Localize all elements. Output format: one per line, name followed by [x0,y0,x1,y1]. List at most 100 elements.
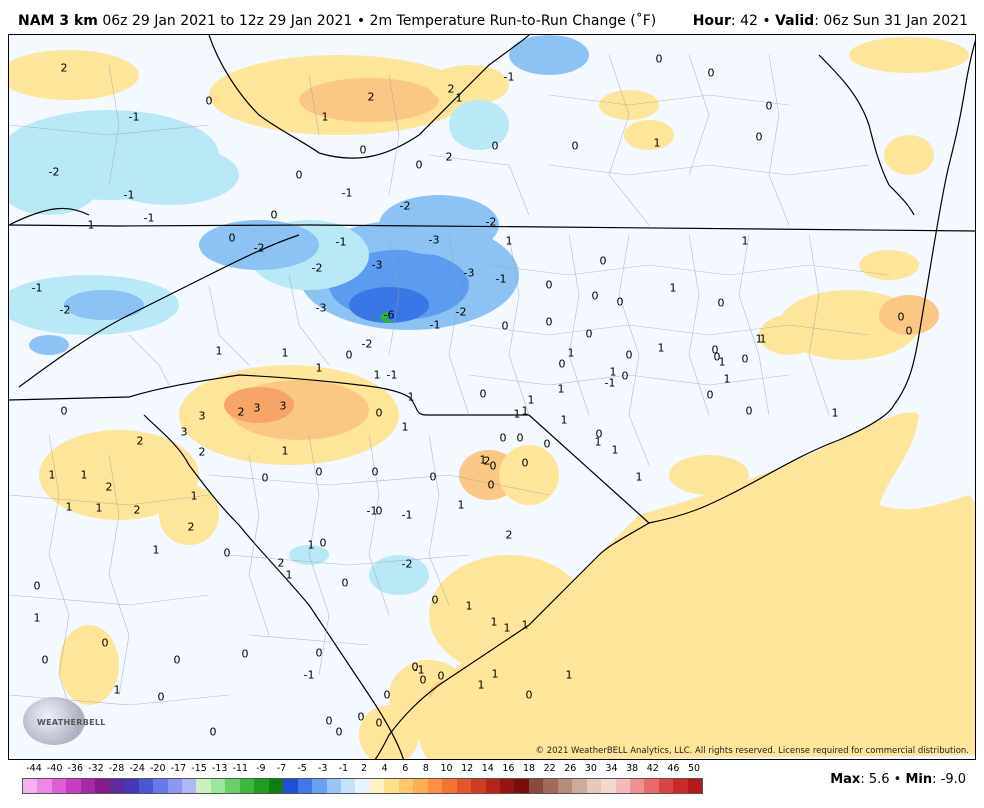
temperature-change-label: 3 [253,401,261,415]
temperature-change-label: 1 [477,678,485,692]
temperature-change-label: 2 [277,556,285,570]
temperature-change-label: 2 [505,528,513,542]
colorbar-tick-label: -9 [256,763,266,774]
temperature-change-label: 1 [503,621,511,635]
colorbar-swatch [210,779,226,793]
temperature-change-label: -3 [315,301,327,315]
colorbar-swatch [124,779,139,793]
temperature-change-label: 0 [437,669,445,683]
temperature-change-label: 0 [621,369,629,383]
colorbar-swatch [196,779,211,793]
temperature-change-label: 0 [228,231,236,245]
temperature-change-label: 1 [190,489,198,503]
temperature-change-label: -1 [429,318,441,332]
temperature-change-label: 1 [373,368,381,382]
weatherbell-logo [23,697,85,745]
temperature-change-label: -6 [383,308,395,322]
shading-region [39,430,199,520]
temperature-change-label: 1 [635,470,643,484]
shading-region [849,37,969,73]
temperature-change-label: -2 [48,165,60,179]
field-name: 2m Temperature Run-to-Run Change (˚F) [369,13,657,29]
temperature-change-label: 0 [595,427,603,441]
temperature-change-label: 2 [60,61,68,75]
shading-region [9,155,99,215]
colorbar-swatch [95,779,110,793]
temperature-change-label: 2 [237,405,245,419]
temperature-change-label: -2 [59,303,71,317]
temperature-change-label: 1 [513,407,521,421]
colorbar-swatch [485,779,500,793]
colorbar-swatch [23,779,38,793]
colorbar-swatch [254,779,269,793]
temperature-change-label: 2 [447,82,455,96]
run-info: 06z 29 Jan 2021 to 12z 29 Jan 2021 [102,13,353,29]
temperature-change-label: 0 [897,310,905,324]
temperature-change-label: 1 [755,332,763,346]
temperature-change-label: 1 [152,543,160,557]
temperature-change-label: -2 [311,261,323,275]
temperature-change-label: -1 [123,188,135,202]
ga-sc-border [143,414,404,759]
temperature-change-label: -2 [361,337,373,351]
temperature-change-label: 0 [431,593,439,607]
temperature-change-label: 1 [407,390,415,404]
colorbar-tick-label: -3 [318,763,328,774]
colorbar-swatch [427,779,443,793]
temperature-change-label: 0 [341,576,349,590]
temperature-change-label: 0 [33,579,41,593]
temperature-change-label: 0 [711,343,719,357]
temperature-change-map[interactable]: 2 0 2 1 2 1 -1 0 0 -1 -2 -1 0 2 0 -1 0 0 1 0 0 0 -1 -1 0 -2 -2 -1 -3… [8,34,976,760]
shading-region [64,290,144,320]
colorbar-swatch [543,779,558,793]
colorbar-tick-label: 12 [461,763,474,774]
temperature-change-label: 1 [80,468,88,482]
temperature-change-label: 1 [307,538,315,552]
temperature-change-label: -2 [401,557,413,571]
temperature-change-label: 1 [527,393,535,407]
temperature-change-label: 0 [383,688,391,702]
temperature-change-label: 1 [48,468,56,482]
temperature-change-label: 1 [113,683,121,697]
shading-region [499,445,559,505]
colorbar-tick-label: -28 [108,763,125,774]
max-min-readout: Max: 5.6 • Min: -9.0 [830,772,966,787]
temperature-change-label: 0 [375,406,383,420]
temperature-change-label: -1 [386,368,398,382]
shading-region [199,220,319,270]
colorbar-tick-label: 26 [564,763,577,774]
temperature-change-label: 1 [281,346,289,360]
temperature-change-label: 0 [101,636,109,650]
colorbar-tick-label: -44 [26,763,42,774]
temperature-change-label: 1 [521,618,529,632]
temperature-change-label: 0 [359,143,367,157]
temperature-change-label: 2 [187,520,195,534]
colorbar-tick-label: 4 [381,763,388,774]
colorbar-tick-label: 22 [543,763,556,774]
colorbar [22,778,704,794]
va-wv-border [208,35,530,159]
colorbar-swatch [167,779,182,793]
temperature-change-label: 0 [205,94,213,108]
temperature-change-label: 2 [483,454,491,468]
shading-region [299,78,439,122]
shading-region [99,145,239,205]
colorbar-tick-label: 42 [646,763,659,774]
colorbar-swatch [398,779,414,793]
temperature-change-label: 0 [375,716,383,730]
temperature-change-label: 0 [315,646,323,660]
temperature-change-label: 1 [594,435,602,449]
colorbar-swatch [528,779,544,793]
va-nc-border [9,224,975,232]
colorbar-swatch [499,779,515,793]
temperature-change-label: 0 [479,387,487,401]
min-marker [379,311,395,323]
weatherbell-logo-text: WEATHERBELL [37,718,106,727]
colorbar-swatch [687,779,703,793]
colorbar-tick-label: -7 [276,763,287,774]
colorbar-swatch [326,779,341,793]
temperature-change-label: 1 [455,91,463,105]
ky-va-line [9,207,90,226]
copyright-notice: © 2021 WeatherBELL Analytics, LLC. All r… [535,746,969,756]
colorbar-swatch [384,779,399,793]
